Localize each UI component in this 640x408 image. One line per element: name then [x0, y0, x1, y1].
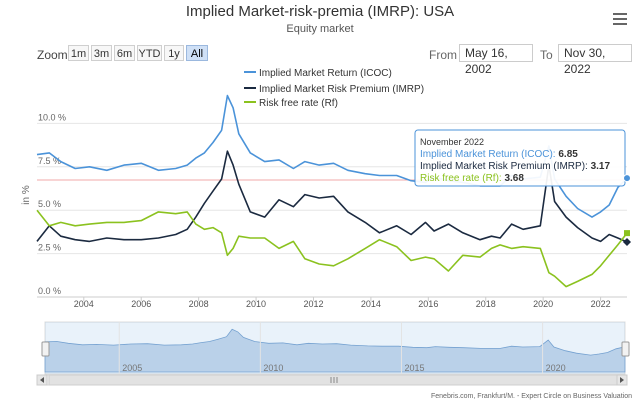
scroll-left-button[interactable] — [36, 374, 48, 386]
scroll-right-button[interactable] — [616, 374, 628, 386]
navigator-selected-range[interactable] — [45, 322, 625, 374]
navigator-year-label: 2010 — [263, 363, 283, 373]
zoom-all-button[interactable]: All — [186, 45, 208, 61]
legend-icoc-label[interactable]: Implied Market Return (ICOC) — [259, 68, 392, 79]
zoom-ytd-button[interactable]: YTD — [137, 45, 162, 61]
scrollbar-grip-icon[interactable] — [330, 377, 338, 383]
x-tick-label: 2012 — [303, 299, 323, 309]
tooltip-rf-label: Risk free rate (Rf): — [420, 173, 502, 184]
tooltip-icoc-value: 6.85 — [558, 149, 578, 160]
to-date-input[interactable]: Nov 30, 2022 — [558, 44, 632, 76]
navigator-left-handle[interactable] — [41, 341, 50, 357]
tooltip-imrp-label: Implied Market Risk Premium (IMRP): — [420, 161, 588, 172]
x-tick-label: 2004 — [74, 299, 94, 309]
series-rf-line[interactable] — [36, 209, 628, 288]
y-tick-label: 2.5 % — [38, 243, 61, 253]
hover-markers — [623, 174, 631, 246]
zoom-label: Zoom — [37, 48, 68, 62]
y-axis-ticks: 0.0 % 2.5 % 5.0 % 7.5 % 10.0 % — [38, 112, 66, 296]
navigator: 2005 2010 2015 2020 — [36, 321, 630, 386]
footer-credit[interactable]: Fenebris.com, Frankfurt/M. - Expert Circ… — [430, 393, 632, 400]
y-tick-label: 0.0 % — [38, 286, 61, 296]
x-tick-label: 2010 — [246, 299, 266, 309]
legend: Implied Market Return (ICOC) Implied Mar… — [244, 68, 424, 109]
x-tick-label: 2020 — [533, 299, 553, 309]
chart-subtitle: Equity market — [286, 23, 354, 35]
tooltip-rf-value: 3.68 — [504, 173, 524, 184]
x-tick-label: 2018 — [476, 299, 496, 309]
series-imrp-line[interactable] — [36, 150, 628, 243]
tooltip-row-imrp: Implied Market Risk Premium (IMRP): 3.17 — [420, 161, 610, 172]
y-tick-label: 5.0 % — [38, 199, 61, 209]
x-axis-ticks: 2004 2006 2008 2010 2012 2014 2016 2018 2020 2022 — [37, 296, 627, 309]
tooltip-icoc-label: Implied Market Return (ICOC): — [420, 149, 556, 160]
y-tick-label: 7.5 % — [38, 156, 61, 166]
legend-imrp-label[interactable]: Implied Market Risk Premium (IMRP) — [259, 84, 424, 95]
navigator-right-handle[interactable] — [621, 341, 630, 357]
x-tick-label: 2014 — [361, 299, 381, 309]
tooltip-box — [414, 129, 626, 187]
tooltip-imrp-value: 3.17 — [591, 161, 611, 172]
navigator-year-label: 2020 — [546, 363, 566, 373]
zoom-1m-button[interactable]: 1m — [68, 45, 89, 61]
icoc-hover-marker — [623, 174, 631, 183]
to-label: To — [540, 48, 553, 62]
navigator-year-label: 2005 — [122, 363, 142, 373]
imrp-hover-marker — [623, 237, 631, 246]
tooltip-row-icoc: Implied Market Return (ICOC): 6.85 — [420, 149, 578, 160]
tooltip-row-rf: Risk free rate (Rf): 3.68 — [420, 173, 524, 184]
chart-title: Implied Market-risk-premia (IMRP): USA — [185, 3, 455, 20]
tooltip: November 2022 Implied Market Return (ICO… — [414, 129, 626, 187]
navigator-scrollbar-track[interactable] — [36, 374, 628, 386]
zoom-6m-button[interactable]: 6m — [114, 45, 135, 61]
from-date-input[interactable]: May 16, 2002 — [459, 44, 533, 76]
arrow-right-icon[interactable] — [620, 377, 624, 383]
x-tick-label: 2008 — [189, 299, 209, 309]
x-tick-label: 2006 — [131, 299, 151, 309]
arrow-left-icon[interactable] — [40, 377, 44, 383]
navigator-scrollbar-thumb[interactable] — [48, 374, 620, 386]
navigator-year-label: 2015 — [404, 363, 424, 373]
series-icoc-line[interactable] — [36, 94, 628, 218]
tooltip-date: November 2022 — [420, 137, 484, 147]
from-label: From — [429, 48, 457, 62]
x-tick-label: 2022 — [591, 299, 611, 309]
x-tick-label: 2016 — [418, 299, 438, 309]
navigator-year-labels: 2005 2010 2015 2020 — [118, 322, 566, 374]
series-group — [36, 94, 628, 288]
y-tick-label: 10.0 % — [38, 112, 66, 122]
navigator-area — [44, 328, 626, 373]
navigator-frame — [44, 321, 626, 375]
hamburger-menu-icon[interactable] — [613, 13, 627, 25]
grid-lines — [37, 122, 627, 298]
zoom-1y-button[interactable]: 1y — [164, 45, 184, 61]
rf-hover-marker — [624, 230, 630, 237]
zoom-3m-button[interactable]: 3m — [91, 45, 112, 61]
y-axis-label: in % — [21, 185, 32, 205]
legend-rf-label[interactable]: Risk free rate (Rf) — [259, 98, 338, 109]
